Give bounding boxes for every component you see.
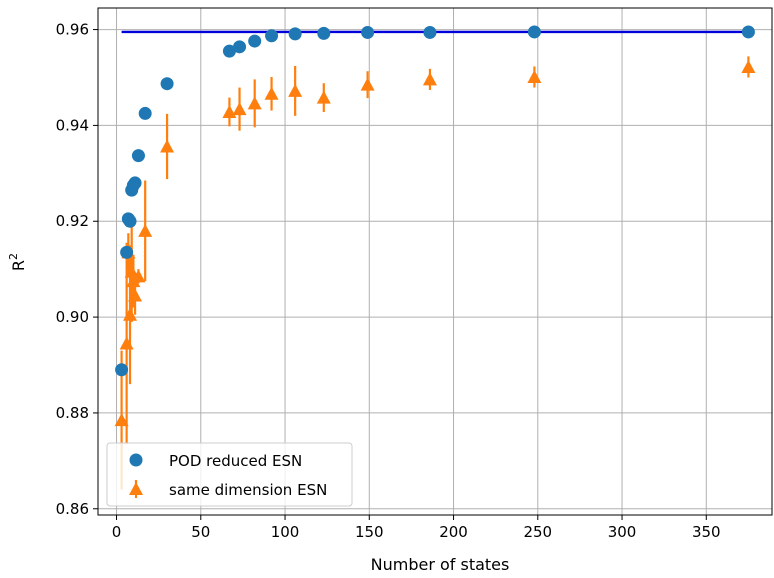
triangle-marker bbox=[316, 90, 331, 104]
triangle-marker bbox=[247, 96, 262, 110]
y-tick-label: 0.94 bbox=[56, 116, 89, 134]
plot-background bbox=[98, 8, 772, 515]
circle-marker bbox=[120, 245, 134, 259]
circle-marker bbox=[138, 106, 152, 120]
circle-marker bbox=[160, 77, 174, 91]
y-tick-label: 0.90 bbox=[56, 308, 89, 326]
legend: POD reduced ESN same dimension ESN bbox=[106, 442, 353, 507]
triangle-marker bbox=[741, 59, 756, 73]
circle-marker bbox=[115, 363, 129, 377]
y-tick-label: 0.86 bbox=[56, 500, 89, 518]
series-pod-reduced-esn bbox=[115, 25, 755, 377]
x-axis-label: Number of states bbox=[371, 555, 510, 574]
triangle-marker bbox=[160, 139, 175, 153]
triangle-marker bbox=[360, 77, 375, 91]
legend-label-pod-reduced-esn: POD reduced ESN bbox=[169, 452, 302, 470]
circle-marker bbox=[741, 25, 755, 39]
triangle-marker bbox=[527, 70, 542, 84]
triangle-marker bbox=[232, 102, 247, 116]
triangle-marker bbox=[138, 223, 153, 237]
triangle-marker bbox=[131, 269, 146, 283]
circle-marker bbox=[131, 149, 145, 163]
plot-area bbox=[97, 7, 773, 516]
circle-marker bbox=[265, 29, 279, 43]
x-tick-label: 100 bbox=[271, 523, 300, 541]
x-tick-label: 250 bbox=[523, 523, 552, 541]
triangle-marker bbox=[128, 288, 143, 302]
circle-marker bbox=[233, 40, 247, 54]
triangle-marker bbox=[288, 83, 303, 97]
triangle-marker bbox=[114, 413, 129, 427]
y-tick-label: 0.92 bbox=[56, 212, 89, 230]
x-tick-label: 0 bbox=[112, 523, 122, 541]
circle-marker bbox=[527, 25, 541, 39]
circle-marker bbox=[128, 176, 142, 190]
x-tick-label: 350 bbox=[692, 523, 721, 541]
legend-marker-same-dimension-esn bbox=[129, 480, 143, 498]
circle-marker bbox=[123, 214, 137, 228]
circle-marker bbox=[361, 25, 375, 39]
x-tick-label: 150 bbox=[355, 523, 384, 541]
triangle-marker bbox=[422, 72, 437, 86]
circle-marker bbox=[222, 44, 236, 58]
x-tick-label: 300 bbox=[608, 523, 637, 541]
circle-marker bbox=[423, 25, 437, 39]
triangle-marker bbox=[264, 86, 279, 100]
y-tick-label: 0.96 bbox=[56, 21, 89, 39]
legend-marker-pod-reduced-esn bbox=[129, 453, 143, 467]
triangle-marker bbox=[124, 264, 139, 278]
x-tick-label: 200 bbox=[439, 523, 468, 541]
y-axis-label: R2 bbox=[7, 253, 28, 271]
legend-box bbox=[106, 442, 353, 507]
y-tick-label: 0.88 bbox=[56, 404, 89, 422]
x-tick-label: 50 bbox=[191, 523, 210, 541]
y-axis-label-base: R bbox=[9, 260, 28, 271]
circle-marker bbox=[248, 34, 262, 48]
plot-frame bbox=[97, 7, 773, 516]
triangle-marker bbox=[123, 307, 138, 321]
x-axis-ticks: 0 50 100 150 200 250 300 350 bbox=[112, 515, 721, 541]
y-axis-label-superscript: 2 bbox=[7, 253, 20, 260]
y-axis-ticks: 0.86 0.88 0.90 0.92 0.94 0.96 bbox=[56, 21, 98, 518]
circle-marker bbox=[288, 27, 302, 41]
circle-marker bbox=[317, 26, 331, 40]
legend-label-same-dimension-esn: same dimension ESN bbox=[169, 481, 327, 499]
